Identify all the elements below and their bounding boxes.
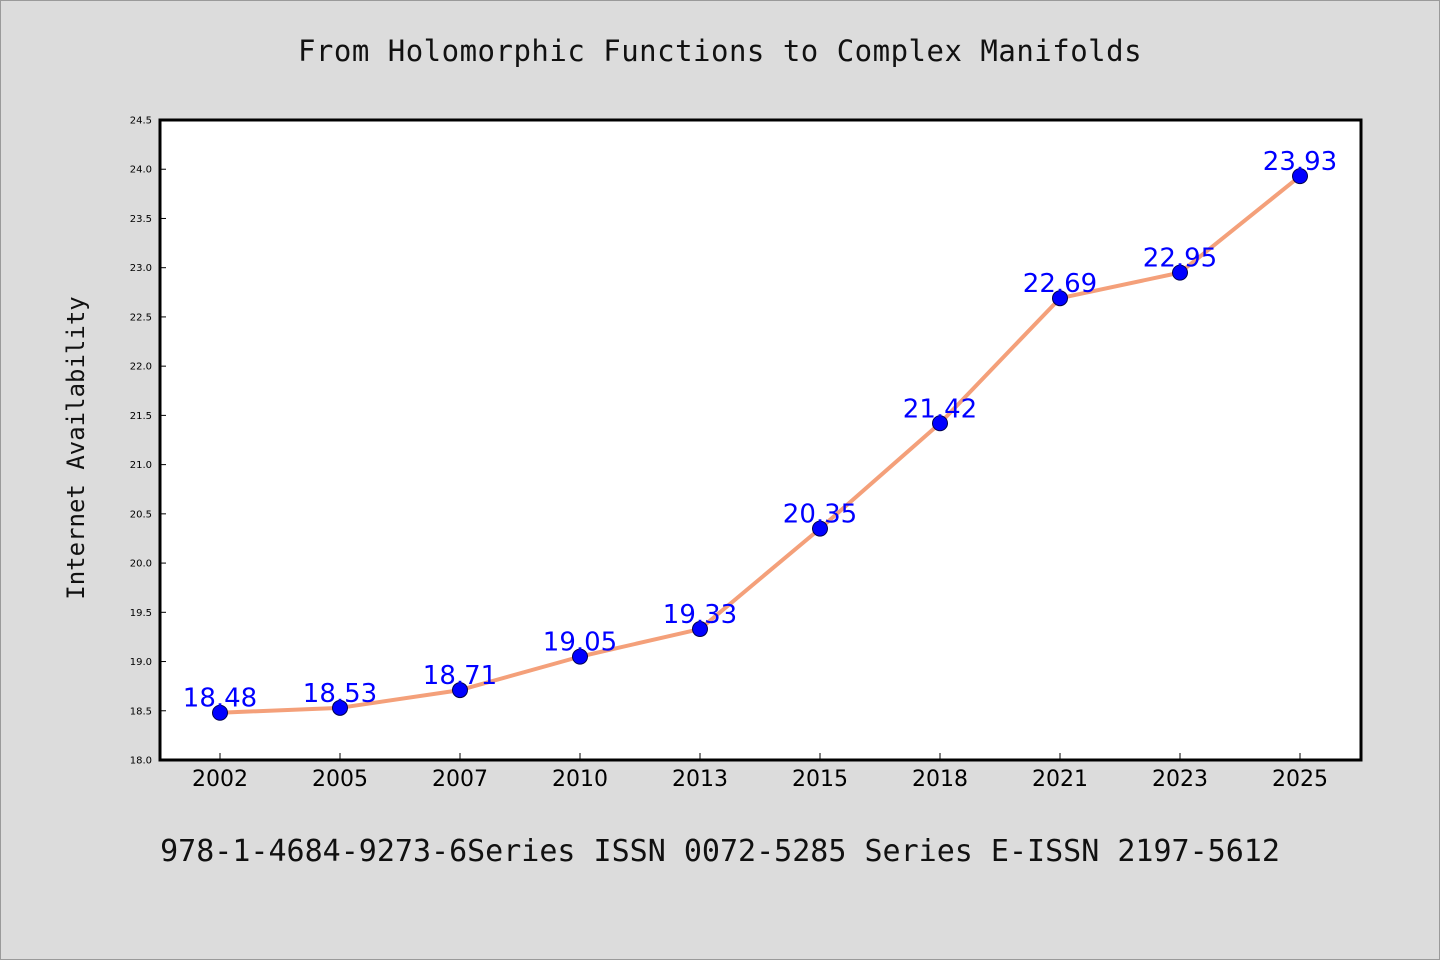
y-tick-label: 23.5 [130,214,152,225]
data-label: 22.69 [1023,269,1097,299]
y-tick-label: 23.0 [130,263,152,274]
data-label: 21.42 [903,394,977,424]
x-axis: 2002 2005 2007 2010 2013 2015 2018 2021 2023 2025 [192,753,1328,792]
markers-group [212,168,1308,721]
data-label: 18.71 [423,661,497,691]
x-tick-label: 2018 [912,767,968,792]
x-tick-label: 2021 [1032,767,1088,792]
x-tick-label: 2025 [1272,767,1328,792]
data-point [332,699,348,716]
data-point [932,415,948,432]
y-tick-label: 22.5 [130,312,152,323]
x-tick-label: 2007 [432,767,488,792]
data-point [1292,168,1308,185]
plot-border [158,118,1363,762]
data-point [1052,290,1068,307]
y-tick-label: 22.0 [130,362,152,373]
x-tick-label: 2002 [192,767,248,792]
data-label: 18.53 [303,679,377,709]
data-point [572,648,588,665]
data-label: 20.35 [783,500,857,530]
y-tick-label: 20.5 [130,509,152,520]
y-tick-label: 19.5 [130,608,152,619]
y-tick-label: 21.0 [130,460,152,471]
y-tick-label: 18.0 [130,756,152,767]
y-axis: 18.0 18.5 19.0 19.5 20.0 20.5 21.0 21.5 22.0 22.5… [130,116,166,767]
x-tick-label: 2013 [672,767,728,792]
y-tick-label: 20.0 [130,559,152,570]
y-tick-label: 24.0 [130,165,152,176]
data-point [212,704,228,721]
data-label: 19.05 [543,628,617,658]
y-tick-label: 24.5 [130,116,152,127]
data-point [1172,264,1188,281]
series-line-group [218,174,1302,715]
data-label: 23.93 [1263,147,1337,177]
footer-issn-text: 978-1-4684-9273-6Series ISSN 0072-5285 S… [160,834,1280,869]
data-labels-group: 18.48 18.53 18.71 19.05 19.33 20.35 21.42 22.69… [183,147,1337,714]
data-label: 18.48 [183,684,257,714]
chart-title: From Holomorphic Functions to Complex Ma… [297,34,1143,68]
y-tick-label: 21.5 [130,411,152,422]
x-tick-label: 2005 [312,767,368,792]
y-tick-label: 19.0 [130,657,152,668]
data-point [812,520,828,537]
y-tick-label: 18.5 [130,706,152,717]
x-tick-label: 2010 [552,767,608,792]
x-tick-label: 2015 [792,767,848,792]
data-label: 19.33 [663,600,737,630]
data-point [452,682,468,699]
series-line [218,174,1302,715]
plot-area [160,120,1361,760]
data-point [692,621,708,638]
x-tick-label: 2023 [1152,767,1208,792]
data-label: 22.95 [1143,244,1217,274]
